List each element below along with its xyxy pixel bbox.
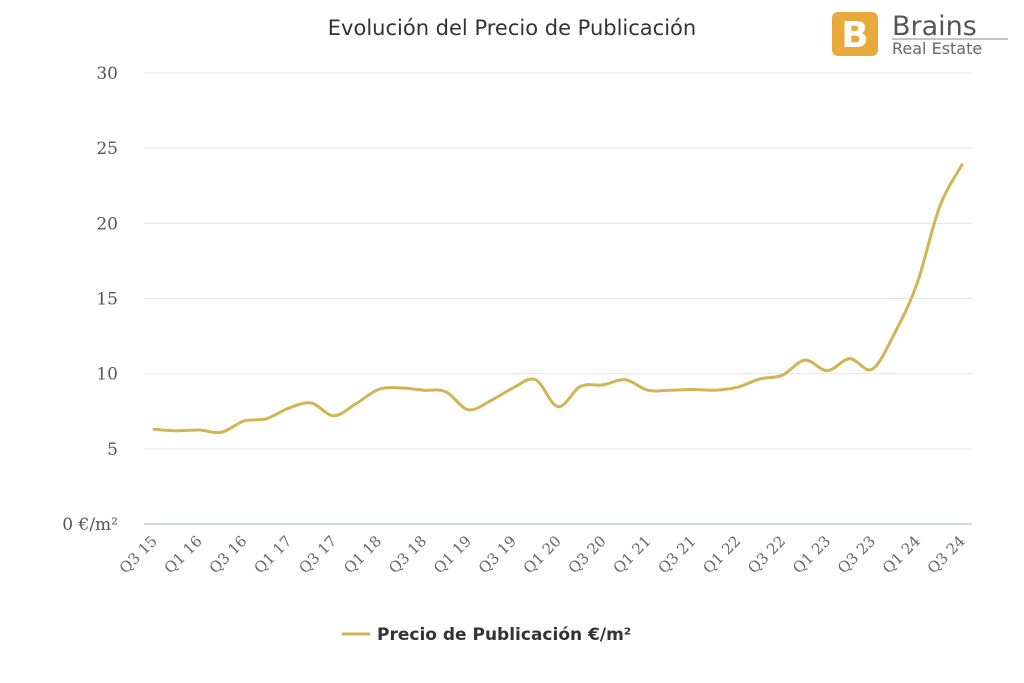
x-tick-label: Q3 17: [295, 532, 340, 577]
x-tick-label: Q3 19: [475, 532, 520, 577]
x-tick-label: Q1 18: [340, 532, 385, 577]
x-tick-label: Q1 16: [161, 532, 206, 577]
legend-label: Precio de Publicación €/m²: [377, 625, 631, 645]
x-tick-label: Q1 20: [520, 532, 565, 577]
x-tick-label: Q3 22: [744, 532, 789, 577]
x-tick-label: Q3 23: [834, 532, 879, 577]
x-tick-label: Q1 24: [879, 532, 924, 577]
logo-sub-text: Real Estate: [892, 39, 982, 58]
logo-brand-text: Brains: [892, 11, 977, 42]
y-tick-label: 10: [96, 365, 118, 385]
x-axis-ticks: Q3 15 Q1 16 Q3 16 Q1 17 Q3 17 Q1 18 Q3 18 Q1 19…: [116, 532, 969, 577]
x-tick-label: Q1 22: [699, 532, 744, 577]
y-axis-ticks: 0 €/m² 5 10 15 20 25 30: [62, 64, 118, 535]
y-tick-label: 20: [96, 214, 118, 234]
x-tick-label: Q3 21: [654, 532, 699, 577]
y-tick-label: 0 €/m²: [62, 515, 118, 535]
y-tick-label: 30: [96, 64, 118, 84]
x-tick-label: Q3 24: [924, 532, 969, 577]
x-tick-label: Q3 20: [565, 532, 610, 577]
y-tick-label: 5: [107, 440, 118, 460]
x-tick-label: Q3 18: [385, 532, 430, 577]
series-line[interactable]: [152, 163, 964, 435]
y-tick-label: 15: [96, 290, 118, 310]
x-tick-label: Q1 17: [250, 532, 295, 577]
chart-title: Evolución del Precio de Publicación: [328, 16, 696, 40]
x-tick-label: Q3 15: [116, 532, 161, 577]
legend[interactable]: Precio de Publicación €/m²: [341, 625, 631, 645]
grid-lines: [144, 72, 972, 450]
logo-mark-letter: B: [841, 15, 868, 56]
x-tick-label: Q1 19: [430, 532, 475, 577]
y-tick-label: 25: [96, 139, 118, 159]
series-group: [152, 163, 964, 435]
x-tick-label: Q1 23: [789, 532, 834, 577]
x-tick-label: Q1 21: [610, 532, 655, 577]
x-tick-label: Q3 16: [206, 532, 251, 577]
logo-mark-icon: [832, 12, 878, 56]
brains-logo: B Brains Real Estate: [832, 11, 1008, 58]
